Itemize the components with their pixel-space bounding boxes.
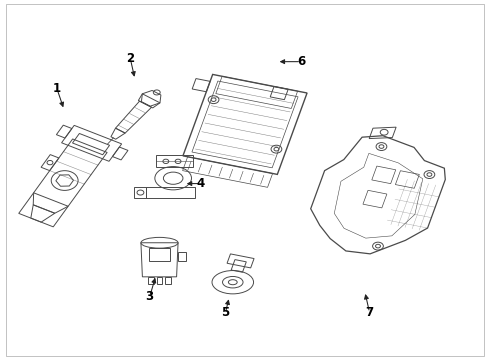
Text: 3: 3 [146, 290, 154, 303]
Text: 7: 7 [366, 306, 374, 319]
Text: 5: 5 [221, 306, 230, 319]
Text: 4: 4 [197, 177, 205, 190]
Text: 1: 1 [53, 82, 61, 95]
Text: 2: 2 [126, 51, 134, 64]
Text: 6: 6 [297, 55, 305, 68]
